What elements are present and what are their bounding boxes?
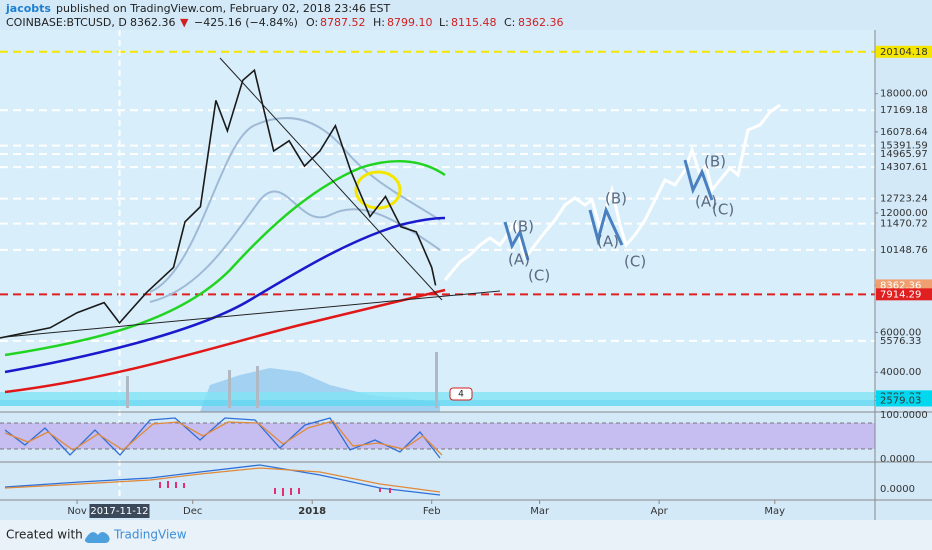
volume-bar: [126, 376, 129, 408]
author: jacobts: [5, 2, 51, 15]
stoch-band: [0, 423, 875, 449]
y-tick-label: 15391.59: [880, 141, 928, 152]
low-label: L:: [439, 16, 449, 29]
main-pane: [0, 30, 875, 412]
y-tick-label: 16078.64: [880, 127, 928, 138]
wave-label: (B): [704, 153, 726, 171]
highlight-circle: [354, 170, 402, 210]
open-label: O:: [306, 16, 318, 29]
footer-created: Created with: [6, 528, 83, 542]
logo: [84, 532, 110, 543]
wave-abc: [683, 159, 714, 201]
macd-zero: 0.0000: [880, 484, 915, 495]
y-tick-label: 4000.00: [880, 367, 921, 378]
crosshair-label: 2017-11-12: [90, 506, 148, 517]
y-tick-label: 6000.00: [880, 327, 921, 338]
wave-label: (A): [597, 233, 619, 251]
volume-bar: [256, 366, 259, 408]
high-label: H:: [373, 16, 385, 29]
volume-bar: [435, 352, 438, 408]
price-layer: [0, 68, 437, 339]
x-tick-label: Dec: [183, 506, 202, 517]
wave-label: (B): [512, 218, 534, 236]
x-tick-label: 2018: [298, 506, 326, 517]
y-tick-label: 20104.18: [880, 47, 928, 58]
ma-green: [4, 159, 446, 357]
last-price: 8362.36: [130, 16, 176, 29]
crosshair-label-bg: [89, 504, 150, 518]
footer: [0, 520, 932, 550]
wave-abc: [588, 205, 624, 246]
trendline: [219, 57, 443, 301]
y-tick-label: 17169.18: [880, 105, 928, 116]
x-tick-label: Nov: [67, 506, 87, 517]
signal-line: [4, 467, 441, 493]
y-tick-label: 8362.36: [880, 280, 921, 291]
volume-bar: [228, 370, 231, 408]
close-label: C:: [504, 16, 515, 29]
wave-label: (C): [528, 267, 550, 285]
y-tick-label: 11470.72: [880, 219, 928, 230]
projection-path: [443, 103, 781, 281]
badge: [449, 387, 473, 401]
y-tick-label: 5576.33: [880, 336, 921, 347]
price-label-bg: [876, 288, 932, 301]
x-tick-label: Apr: [650, 506, 668, 517]
y-tick-label: 14965.97: [880, 149, 928, 160]
stoch-top: 100.0000: [880, 410, 928, 421]
stoch-d: [4, 420, 443, 456]
y-tick-label: 18000.00: [880, 89, 928, 100]
wave-label: (A): [508, 251, 530, 269]
wave-label: (A): [695, 193, 717, 211]
published: published on TradingView.com, February 0…: [56, 2, 390, 15]
wave-abc: [503, 221, 530, 261]
y-tick-label: 10148.76: [880, 245, 928, 256]
x-tick-label: Mar: [530, 506, 550, 517]
low: 8115.48: [451, 16, 497, 29]
symbol: COINBASE:BTCUSD, D: [6, 16, 127, 29]
x-tick-label: Feb: [423, 506, 441, 517]
wave-label: (B): [605, 190, 627, 208]
band-lower: [149, 190, 441, 303]
open: 8787.52: [320, 16, 366, 29]
arrow: ▼: [180, 16, 189, 29]
wave-label: (C): [624, 253, 646, 271]
badge-text: 4: [458, 390, 464, 400]
y-tick-label: 12000.00: [880, 208, 928, 219]
y-tick-label: 2579.03: [880, 395, 921, 406]
stoch-k: [4, 417, 441, 459]
stoch-bottom: 0.0000: [880, 454, 915, 465]
macd-line: [4, 464, 441, 496]
y-tick-label: 7914.29: [880, 289, 921, 300]
close: 8362.36: [518, 16, 564, 29]
wave-label: (C): [712, 201, 734, 219]
footer-brand: TradingView: [113, 528, 187, 542]
price-label-bg: [876, 45, 932, 58]
band-upper: [149, 117, 441, 293]
macd-histogram: [159, 481, 391, 496]
price-line: [0, 68, 437, 339]
y-tick-label: 14307.61: [880, 162, 928, 173]
x-tick-label: May: [764, 506, 785, 517]
price-label-bg: [876, 394, 932, 407]
trendline: [4, 290, 501, 338]
ma-blue: [4, 216, 446, 374]
y-tick-label: 12723.24: [880, 194, 928, 205]
change: −425.16 (−4.84%): [194, 16, 298, 29]
high: 8799.10: [387, 16, 433, 29]
